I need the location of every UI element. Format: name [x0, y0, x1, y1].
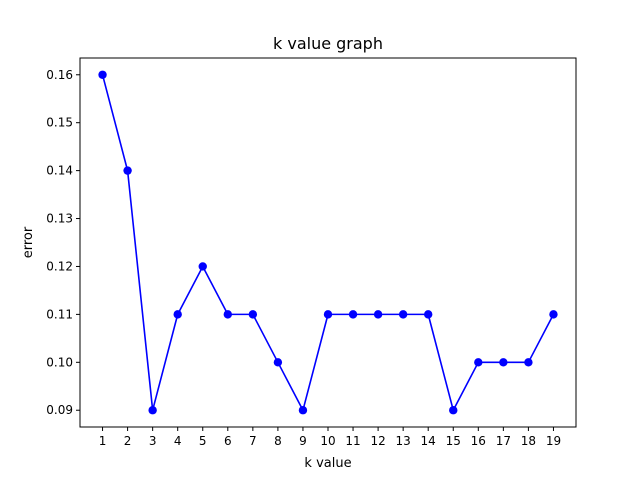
x-tick-label: 13 [396, 434, 411, 448]
data-point [348, 310, 358, 319]
data-point [424, 310, 433, 319]
x-tick-label: 2 [124, 434, 132, 448]
data-point [449, 406, 458, 415]
data-point [549, 310, 558, 319]
x-tick-label: 8 [274, 434, 282, 448]
x-axis-ticks: 1 2 3 4 5 6 7 8 9 10 11 12 13 14 15 16 17 18 19 [99, 427, 561, 448]
x-tick-label: 14 [421, 434, 436, 448]
y-tick-label: 0.10 [46, 355, 73, 369]
data-point [398, 310, 408, 319]
data-point [173, 310, 182, 319]
data-point [499, 358, 508, 367]
y-tick-label: 0.11 [46, 307, 73, 321]
data-point [373, 310, 383, 319]
y-tick-label: 0.14 [46, 164, 73, 178]
x-tick-label: 15 [446, 434, 461, 448]
x-tick-label: 7 [249, 434, 257, 448]
x-tick-label: 12 [370, 434, 385, 448]
x-tick-label: 19 [546, 434, 561, 448]
y-tick-label: 0.15 [46, 116, 73, 130]
plot-area-background [80, 58, 576, 427]
x-tick-label: 11 [345, 434, 360, 448]
chart-title: k value graph [273, 34, 383, 53]
y-tick-label: 0.13 [46, 212, 73, 226]
x-tick-label: 4 [174, 434, 182, 448]
x-axis-label: k value [304, 456, 351, 471]
y-axis-ticks: 0.09 0.10 0.11 0.12 0.13 0.14 0.15 0.16 [46, 68, 80, 417]
y-tick-label: 0.16 [46, 68, 73, 82]
x-tick-label: 3 [149, 434, 157, 448]
x-tick-label: 10 [320, 434, 335, 448]
y-tick-label: 0.09 [46, 403, 73, 417]
x-tick-label: 1 [99, 434, 107, 448]
x-tick-label: 5 [199, 434, 207, 448]
data-point [248, 310, 258, 319]
data-point [123, 166, 132, 175]
data-point [148, 406, 157, 415]
y-tick-label: 0.12 [46, 259, 73, 273]
plot-area-frame [79, 57, 577, 428]
data-point [98, 70, 107, 79]
x-tick-label: 6 [224, 434, 232, 448]
y-axis-label: error [21, 226, 36, 258]
x-tick-label: 17 [496, 434, 511, 448]
data-point [323, 310, 333, 319]
data-point [273, 358, 283, 367]
data-point [298, 406, 308, 415]
data-point [524, 358, 533, 367]
x-tick-label: 16 [471, 434, 486, 448]
data-point [474, 358, 483, 367]
data-point [223, 310, 232, 319]
series-layer [98, 70, 558, 415]
x-tick-label: 9 [299, 434, 307, 448]
x-tick-label: 18 [521, 434, 536, 448]
data-point [198, 262, 207, 271]
